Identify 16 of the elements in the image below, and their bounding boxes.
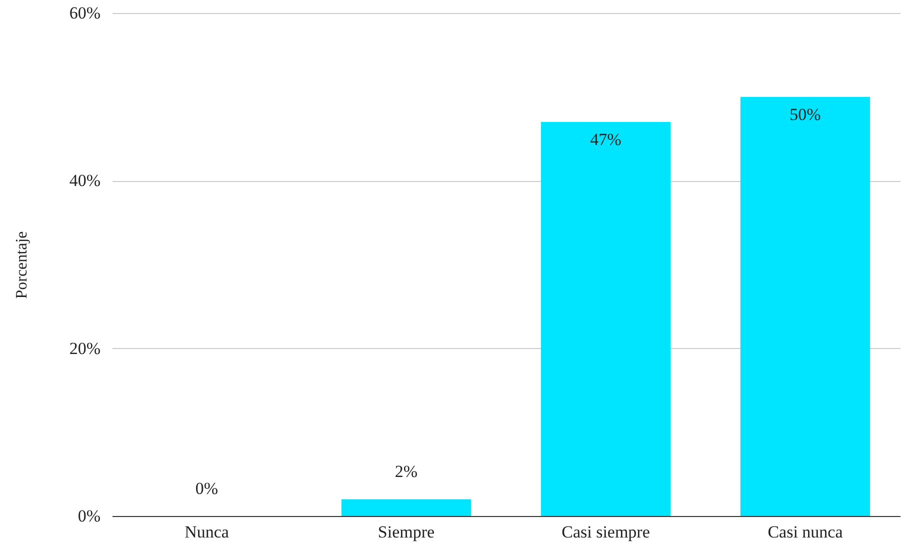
bar xyxy=(341,499,472,516)
y-axis-title: Porcentaje xyxy=(13,231,30,299)
data-label: 0% xyxy=(195,479,218,498)
y-tick-label: 20% xyxy=(69,338,100,358)
x-tick-label: Siempre xyxy=(378,522,435,542)
bar xyxy=(540,122,671,516)
y-tick-label: 60% xyxy=(69,4,100,22)
y-tick-label: 0% xyxy=(78,506,100,526)
x-tick-label: Casi siempre xyxy=(562,522,650,542)
y-tick-label: 40% xyxy=(69,171,100,190)
data-label: 47% xyxy=(590,130,622,149)
data-label: 2% xyxy=(394,462,418,482)
x-tick-label: Casi nunca xyxy=(768,522,844,542)
bar xyxy=(740,96,870,516)
data-label: 50% xyxy=(790,104,821,124)
x-tick-label: Nunca xyxy=(184,522,230,542)
